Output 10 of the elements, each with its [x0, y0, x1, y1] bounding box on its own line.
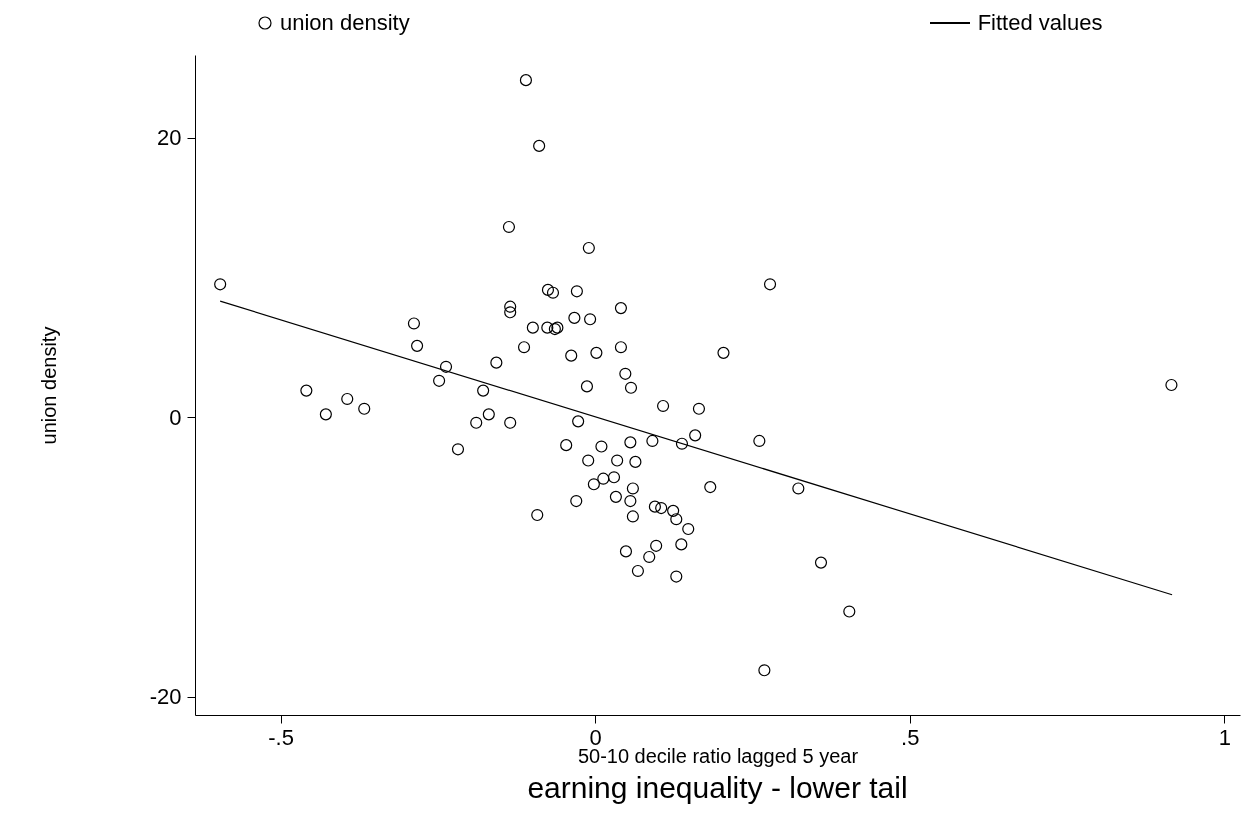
text: earning inequality - lower tail — [527, 771, 908, 804]
y-tick-label: 0 — [169, 404, 182, 430]
x-tick-label: .5 — [901, 724, 920, 750]
x-tick-label: -.5 — [268, 724, 294, 750]
legend-label: union density — [280, 10, 410, 36]
y-tick-label: 20 — [157, 125, 182, 150]
y-tick-label: -20 — [149, 684, 182, 710]
legend-label: Fitted values — [977, 10, 1103, 36]
x-tick-label: 1 — [1218, 724, 1231, 750]
y-axis-title: union density — [37, 326, 60, 445]
